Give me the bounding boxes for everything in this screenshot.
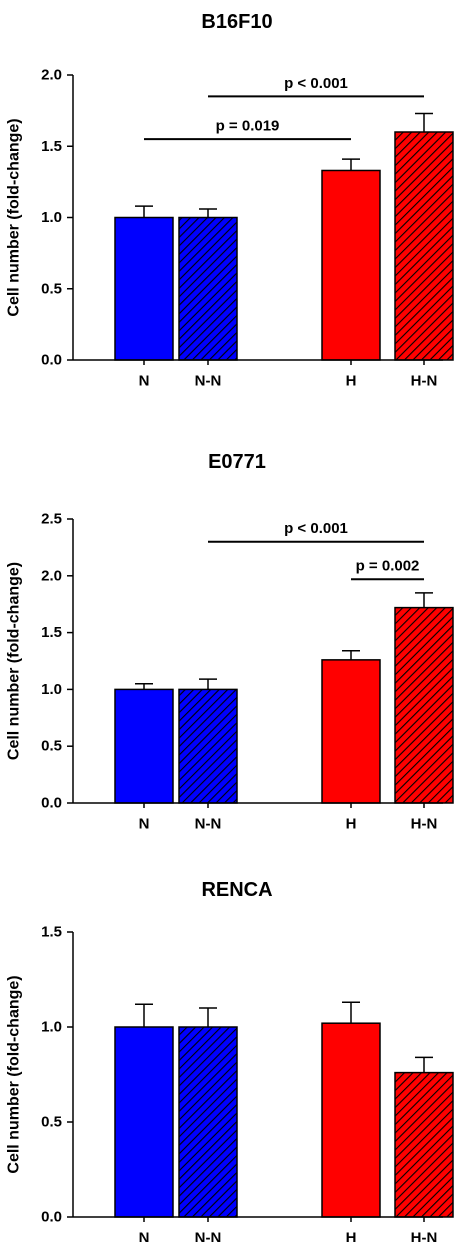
bar: [394, 131, 454, 361]
y-tick-label: 0.5: [41, 1114, 62, 1131]
y-tick-label: 1.0: [41, 681, 62, 698]
y-tick-label: 1.5: [41, 138, 62, 155]
p-value-label: p = 0.019: [216, 118, 280, 135]
x-tick-label: H: [346, 1230, 357, 1242]
y-axis-label: Cell number (fold-change): [6, 562, 23, 760]
y-tick-label: 2.5: [41, 511, 62, 528]
y-tick-label: 0.0: [41, 352, 62, 369]
y-tick-label: 0.5: [41, 738, 62, 755]
x-tick-label: H-N: [411, 1230, 438, 1242]
y-tick-label: 1.0: [41, 209, 62, 226]
x-tick-label: N: [139, 373, 150, 390]
x-tick-label: N: [139, 816, 150, 833]
bar: [394, 606, 454, 804]
chart-title: RENCA: [201, 879, 272, 901]
bar: [178, 1026, 238, 1218]
y-axis-label: Cell number (fold-change): [6, 118, 23, 316]
p-value-label: p < 0.001: [284, 520, 348, 537]
chart-panel: E0771 Cell number (fold-change) N N-N H H-N 0.…: [6, 451, 454, 833]
bar: [321, 169, 381, 361]
y-tick-label: 0.0: [41, 795, 62, 812]
y-tick-label: 1.5: [41, 924, 62, 941]
chart-panel: RENCA Cell number (fold-change) N N-N H H-N 0.…: [6, 879, 454, 1242]
bar: [321, 659, 381, 804]
p-value-label: p = 0.002: [356, 558, 420, 575]
bar: [114, 1026, 174, 1218]
x-tick-label: N: [139, 1230, 150, 1242]
y-axis-label: Cell number (fold-change): [6, 975, 23, 1173]
chart-panel: B16F10 Cell number (fold-change) N N-N H H-N 0…: [6, 11, 454, 390]
y-tick-label: 2.0: [41, 67, 62, 84]
bar: [178, 688, 238, 804]
y-tick-label: 1.0: [41, 1019, 62, 1036]
bar: [114, 688, 174, 804]
y-tick-label: 0.0: [41, 1209, 62, 1226]
x-tick-label: H: [346, 373, 357, 390]
x-tick-label: H-N: [411, 816, 438, 833]
bar: [394, 1071, 454, 1218]
y-tick-label: 1.5: [41, 624, 62, 641]
p-value-label: p < 0.001: [284, 75, 348, 92]
y-tick-label: 2.0: [41, 567, 62, 584]
y-tick-label: 0.5: [41, 280, 62, 297]
bar: [114, 216, 174, 361]
chart-title: E0771: [208, 451, 266, 473]
x-tick-label: N-N: [195, 373, 222, 390]
x-tick-label: H-N: [411, 373, 438, 390]
x-tick-label: N-N: [195, 816, 222, 833]
bar: [321, 1022, 381, 1218]
x-tick-label: H: [346, 816, 357, 833]
bar: [178, 216, 238, 361]
x-tick-label: N-N: [195, 1230, 222, 1242]
chart-title: B16F10: [201, 11, 272, 33]
